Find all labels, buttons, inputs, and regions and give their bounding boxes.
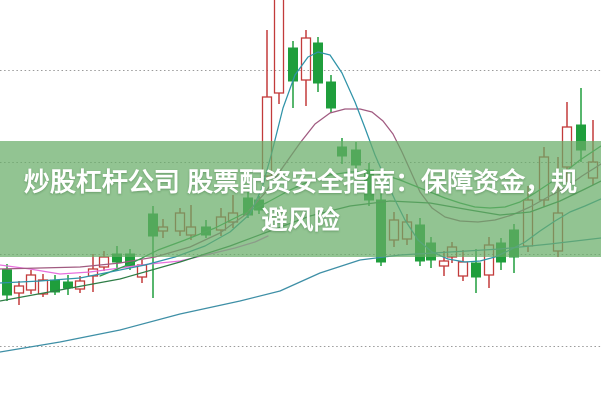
headline-banner: 炒股杠杆公司 股票配资安全指南：保障资金，规 避风险 [0, 141, 601, 257]
headline-line-1: 炒股杠杆公司 股票配资安全指南：保障资金，规 [23, 166, 578, 197]
headline-line-2: 避风险 [261, 204, 340, 235]
